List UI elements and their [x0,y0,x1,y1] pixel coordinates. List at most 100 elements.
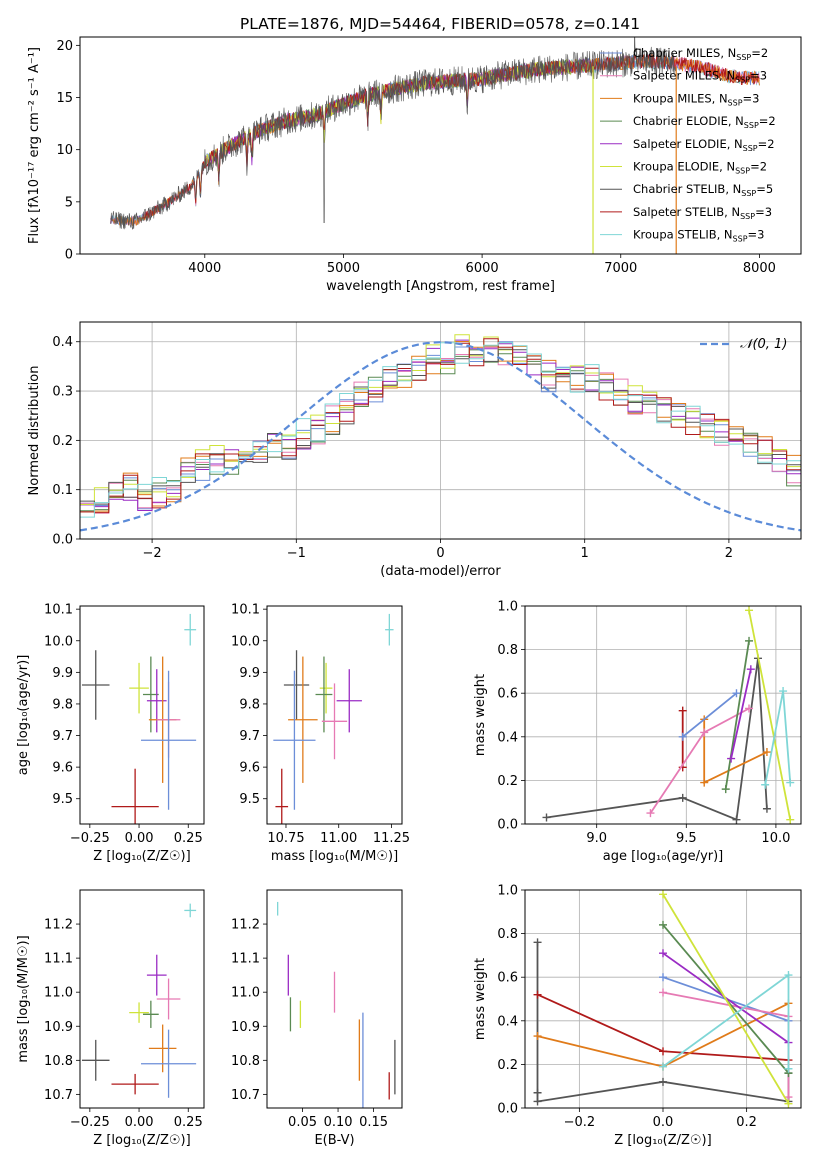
y-tick-label: 10.1 [44,603,73,618]
x-axis-label: Z [log₁₀(Z/Z☉)] [93,849,190,864]
weight-marker [659,890,667,899]
weight-marker [678,706,687,715]
weight-marker [786,815,795,824]
weight-marker [659,920,667,929]
y-axis-label: Normed distribution [27,366,42,496]
x-tick-label: 0.05 [288,1115,317,1130]
y-tick-label: 0.2 [52,434,73,449]
weight-marker [745,636,754,645]
x-tick-label: 0.25 [174,831,203,846]
weight-line-salpeter-miles [649,707,750,814]
weight-marker [784,1064,793,1073]
y-tick-label: 10.9 [44,1020,73,1035]
x-tick-label: 11.25 [373,831,410,846]
weight-marker [533,1097,542,1106]
weight-line-kroupa-stelib [662,973,790,1069]
histogram-kroupa-elodie [80,334,801,505]
y-tick-label: 0.6 [497,687,518,702]
weight-marker [659,1047,667,1056]
weight-line-salpeter-miles [662,991,790,1098]
x-tick-label: 4000 [188,261,221,276]
errorbar-point [129,662,149,714]
weight-marker [678,793,687,802]
errorbar-point [146,954,167,996]
weight-marker [745,606,754,615]
errorbar-point [111,1073,159,1095]
legend-label: Chabrier ELODIE, NSSP=2 [633,114,776,130]
weight-marker [784,1099,793,1108]
errorbar-point [184,903,197,918]
y-axis-label: mass weight [473,958,488,1040]
normal-curve [80,341,801,532]
x-tick-label: −0.25 [70,831,110,846]
weight-line-kroupa-stelib [764,690,792,785]
axes-mass-vs-EBV: 0.05 0.10 0.15 10.7 10.8 10.9 11.0 11.1 11.2 E(B-… [231,889,403,1148]
y-tick-label: 11.0 [44,986,73,1001]
axes-frame [79,36,802,255]
weight-marker [761,780,770,789]
errorbar-point [336,669,362,733]
errorbar-point [129,1002,149,1023]
legend-label: Chabrier MILES, NSSP=2 [633,46,768,62]
y-tick-label: 9.9 [52,666,73,681]
x-tick-label: 2 [725,546,733,561]
errorbar-point [275,768,289,824]
y-tick-label: 10.7 [231,1088,260,1103]
y-axis-label: Flux [fλ10⁻¹⁷ erg cm⁻² s⁻¹ A⁻¹] [27,47,42,244]
x-tick-label: 0.10 [324,1115,353,1130]
histogram-chabrier-stelib [80,348,801,505]
legend-label: Kroupa STELIB, NSSP=3 [633,228,764,244]
y-tick-label: 9.7 [52,729,73,744]
y-tick-label: 9.9 [239,666,260,681]
errorbar-point [315,656,333,733]
axes-weight-vs-Z: −0.2 0.0 0.2 0.0 0.2 0.4 0.6 0.8 1.0 Z [log₁₀(Z/Z… [473,884,802,1148]
y-tick-label: 9.6 [52,761,73,776]
y-tick-label: 10.1 [231,603,260,618]
axes-frame [524,889,802,1109]
x-tick-label: 10.0 [761,831,790,846]
errorbar-point [148,1024,177,1073]
axes-mass-vs-Z: −0.25 0.00 0.25 10.7 10.8 10.9 11.0 11.1 11.2 Z [… [16,889,205,1148]
y-tick-label: 1.0 [497,600,518,615]
errorbar-point [283,650,310,720]
errorbar-point [141,670,197,810]
y-tick-label: 11.1 [44,952,73,967]
x-tick-label: −0.25 [70,1115,110,1130]
errorbar-point [273,670,316,810]
y-tick-label: 9.8 [239,697,260,712]
axes-age-vs-Z: −0.25 0.00 0.25 9.5 9.6 9.7 9.8 9.9 10.0 10.1 Z [l… [16,603,205,864]
weight-marker [746,665,755,674]
y-axis-label: mass [log₁₀(M/M☉)] [16,935,31,1062]
errorbar-point [111,768,159,824]
legend-label: 𝒩(0, 1) [740,337,787,352]
x-axis-label: Z [log₁₀(Z/Z☉)] [614,1133,711,1148]
y-tick-label: 9.7 [239,729,260,744]
legend-label: Kroupa ELODIE, NSSP=2 [633,160,767,176]
y-tick-label: 15 [56,91,73,106]
weight-marker [745,704,754,713]
y-tick-label: 0.0 [497,1102,518,1117]
errorbar-point [81,650,110,720]
y-tick-label: 0.4 [497,730,518,745]
legend-label: Kroupa MILES, NSSP=3 [633,91,759,107]
y-tick-label: 5 [65,195,73,210]
axes-frame [266,889,403,1109]
y-tick-label: 10.8 [231,1054,260,1069]
errorbar-point [184,613,197,646]
x-tick-label: 9.5 [676,831,697,846]
weight-marker [727,754,736,763]
weight-marker [700,728,709,737]
weight-marker [659,988,667,997]
y-tick-label: 0.0 [52,533,73,548]
x-tick-label: −2 [143,546,162,561]
y-tick-label: 20 [56,39,73,54]
spectrum-line-chabrier-stelib [110,37,677,230]
figure-title: PLATE=1876, MJD=54464, FIBERID=0578, z=0… [240,15,640,33]
weight-marker [732,815,741,824]
plot-area [525,606,801,824]
x-tick-label: 11.00 [320,831,357,846]
y-tick-label: 11.2 [231,918,260,933]
weight-line-chabrier-miles [682,692,738,738]
